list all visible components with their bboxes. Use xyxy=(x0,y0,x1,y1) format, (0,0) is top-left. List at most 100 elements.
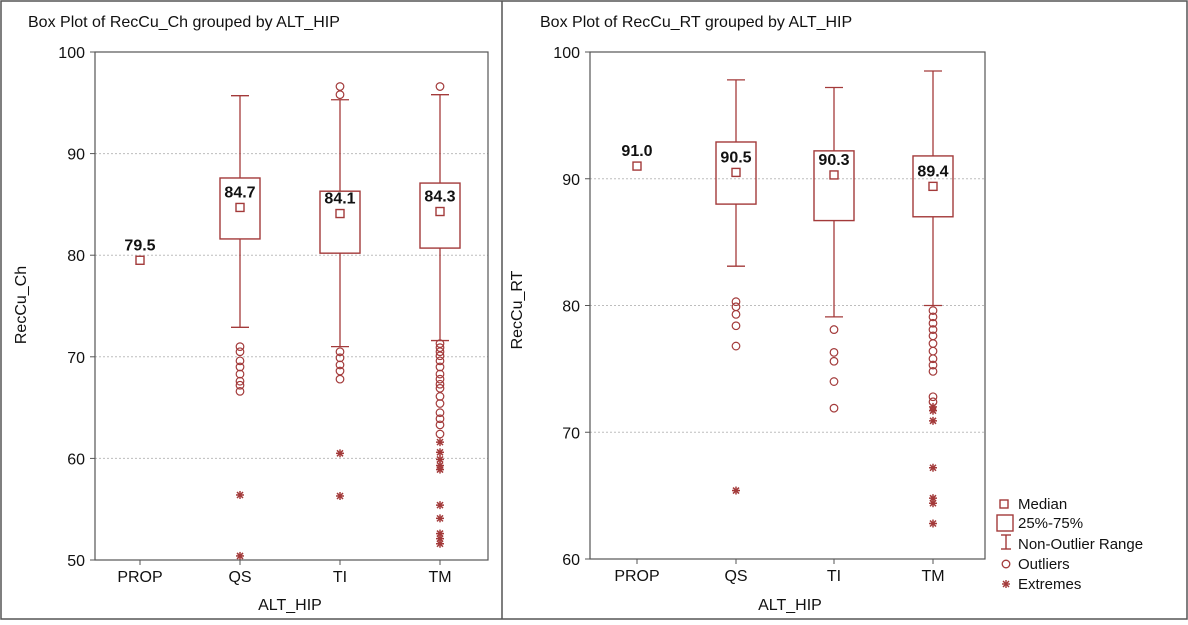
chart1-outlier-point xyxy=(435,82,445,91)
chart1-y-tick-label: 80 xyxy=(67,248,85,265)
chart2-y-tick-label: 80 xyxy=(562,299,580,316)
chart2-outlier-point xyxy=(928,312,938,322)
chart1-outlier-point xyxy=(235,386,245,396)
chart1-y-tick-label: 100 xyxy=(58,45,85,62)
chart2-outlier-point xyxy=(928,367,938,376)
chart1-outlier-point xyxy=(435,356,445,366)
chart1-y-tick-label: 90 xyxy=(67,147,85,164)
legend-outliers-label: Outliers xyxy=(1018,556,1070,573)
chart1-plot: 50 60 70 80 90 100 PROP 79.5 QS 84.7 TI 84.1 TM 84.3 xyxy=(58,45,489,586)
chart1-title: Box Plot of RecCu_Ch grouped by ALT_HIP xyxy=(28,14,340,31)
chart2-y-axis-label: RecCu_RT xyxy=(509,270,526,349)
chart1-outlier-point xyxy=(435,420,445,430)
chart1-median-marker xyxy=(435,206,445,217)
legend-whisker-label: Non-Outlier Range xyxy=(1018,536,1143,553)
legend-median-swatch xyxy=(999,499,1009,509)
chart1-plot-frame xyxy=(94,51,489,561)
chart1-median-marker xyxy=(135,255,145,265)
chart1-extreme-point xyxy=(236,551,244,560)
chart2-extreme-point xyxy=(732,486,740,495)
chart2-outlier-point xyxy=(731,309,741,319)
chart2-outlier-point xyxy=(731,341,741,351)
chart2-y-tick-label: 70 xyxy=(562,425,580,442)
chart2-outlier-point xyxy=(829,325,839,334)
chart2-outlier-point xyxy=(829,377,839,386)
chart1-outlier-point xyxy=(435,347,445,357)
legend-extremes-label: Extremes xyxy=(1018,576,1081,593)
chart1-box xyxy=(419,182,461,249)
chart1-median-label: 84.7 xyxy=(224,184,255,201)
chart1-extreme-point xyxy=(436,465,444,474)
chart1-outlier-point xyxy=(235,376,245,386)
chart1-median-marker xyxy=(335,208,345,219)
chart1-box xyxy=(319,190,361,254)
chart1-extreme-point xyxy=(436,448,444,457)
chart2-y-tick-label: 90 xyxy=(562,172,580,189)
chart2-outlier-point xyxy=(928,346,938,356)
chart1-extreme-point xyxy=(236,490,244,499)
chart1-extreme-point xyxy=(336,449,344,458)
chart1-y-tick-label: 50 xyxy=(67,553,85,570)
chart1-x-tick-label: PROP xyxy=(117,569,162,586)
legend-box-swatch xyxy=(996,514,1014,532)
chart2-x-tick-label: QS xyxy=(724,568,747,585)
chart1-extreme-point xyxy=(436,514,444,523)
chart1-extreme-point xyxy=(436,501,444,510)
chart2-median-label: 91.0 xyxy=(621,143,652,160)
chart1-outlier-point xyxy=(235,369,245,379)
chart2-outlier-point xyxy=(829,356,839,366)
chart2-median-label: 89.4 xyxy=(917,163,948,180)
chart1-box xyxy=(219,177,261,240)
legend-extreme-swatch xyxy=(1002,580,1010,588)
chart1-outlier-point xyxy=(435,369,445,379)
chart2-outlier-point xyxy=(928,318,938,328)
chart1-median-label: 84.1 xyxy=(324,191,355,208)
legend-outlier-swatch xyxy=(1001,559,1011,569)
chart2-median-marker xyxy=(731,167,741,178)
chart1-extreme-point xyxy=(436,438,444,447)
chart2-y-tick-label: 100 xyxy=(553,45,580,62)
chart2-x-tick-label: PROP xyxy=(614,568,659,585)
chart2-outlier-point xyxy=(928,392,938,402)
chart2-x-tick-label: TI xyxy=(827,568,841,585)
chart1-extreme-point xyxy=(436,539,444,548)
chart1-outlier-point xyxy=(435,374,445,384)
chart2-x-axis-label: ALT_HIP xyxy=(758,597,822,614)
chart1-outlier-point xyxy=(335,360,345,370)
chart2-box xyxy=(715,141,757,205)
chart1-outlier-point xyxy=(435,414,445,424)
chart1-outlier-point xyxy=(235,347,245,357)
chart1-outlier-point xyxy=(335,90,345,100)
chart1-outlier-point xyxy=(235,356,245,366)
chart2-extreme-point xyxy=(929,499,937,508)
chart1-outlier-point xyxy=(435,379,445,389)
legend-whisker-swatch xyxy=(1001,534,1011,550)
chart2-outlier-point xyxy=(829,403,839,413)
chart1-median-label: 79.5 xyxy=(124,237,155,254)
chart2-extreme-point xyxy=(929,406,937,415)
chart1-x-tick-label: TM xyxy=(428,569,451,586)
chart2-extreme-point xyxy=(929,494,937,503)
chart2-median-marker xyxy=(928,181,938,192)
chart1-outlier-point xyxy=(435,408,445,418)
chart2-plot: 60 70 80 90 100 PROP 91.0 QS 90.5 TI 90.3 TM 89.4 xyxy=(553,45,986,585)
chart1-outlier-point xyxy=(235,342,245,352)
chart1-x-axis-label: ALT_HIP xyxy=(258,597,322,614)
chart1-x-tick-label: TI xyxy=(333,569,347,586)
chart2-median-marker xyxy=(829,170,839,180)
chart2-median-marker xyxy=(632,161,642,171)
chart1-outlier-point xyxy=(335,82,345,91)
chart2-y-tick-label: 60 xyxy=(562,552,580,569)
chart2-outlier-point xyxy=(928,339,938,348)
chart2-outlier-point xyxy=(928,360,938,370)
chart1-median-label: 84.3 xyxy=(424,189,455,206)
chart2-outlier-point xyxy=(928,325,938,334)
chart2-extreme-point xyxy=(929,416,937,425)
chart1-outlier-point xyxy=(435,399,445,408)
chart1-outlier-point xyxy=(335,374,345,384)
chart2-x-tick-label: TM xyxy=(921,568,944,585)
chart1-y-tick-label: 60 xyxy=(67,451,85,468)
